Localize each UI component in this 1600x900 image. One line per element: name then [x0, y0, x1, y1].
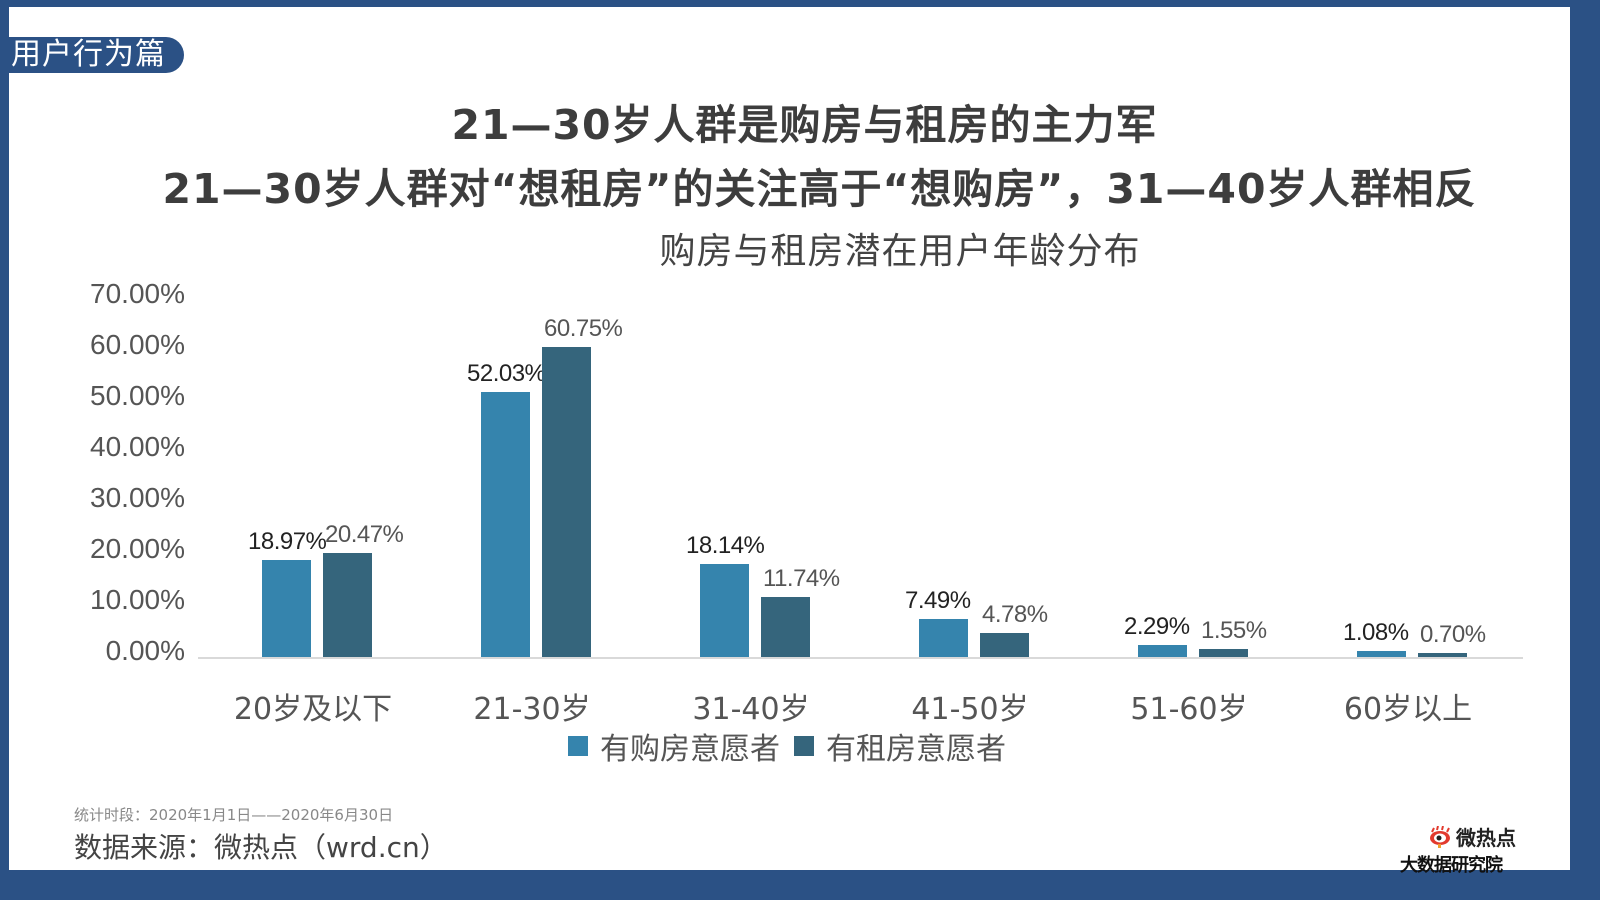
data-label: 2.29% — [1124, 613, 1190, 641]
legend-label-buy: 有购房意愿者 — [600, 732, 780, 767]
x-axis-line — [198, 657, 1523, 659]
x-label: 31-40岁 — [692, 692, 810, 727]
y-tick: 30.00% — [90, 482, 185, 513]
data-label: 1.55% — [1201, 617, 1267, 645]
bar-buy-4 — [1138, 645, 1187, 657]
bar-buy-5 — [1357, 651, 1406, 657]
data-label: 18.14% — [686, 532, 765, 560]
data-label: 18.97% — [248, 528, 327, 556]
chart-legend: 有购房意愿者 有租房意愿者 — [568, 724, 1020, 768]
data-label: 60.75% — [544, 315, 623, 343]
y-tick: 0.00% — [105, 635, 185, 666]
y-tick: 40.00% — [90, 431, 185, 462]
data-label: 11.74% — [763, 565, 840, 593]
legend-swatch-buy-icon — [568, 736, 588, 756]
y-tick: 60.00% — [90, 329, 185, 360]
data-label: 1.08% — [1343, 619, 1409, 647]
slide-frame: 用户行为篇 21—30岁人群是购房与租房的主力军 21—30岁人群对“想租房”的… — [9, 7, 1570, 870]
y-tick: 20.00% — [90, 533, 185, 564]
bar-buy-1 — [481, 391, 530, 657]
bar-buy-0 — [262, 560, 311, 657]
data-source: 数据来源：微热点（wrd.cn） — [74, 831, 448, 864]
x-label: 60岁以上 — [1343, 692, 1473, 727]
stat-period: 统计时段：2020年1月1日——2020年6月30日 — [74, 806, 394, 824]
bar-rent-4 — [1199, 649, 1248, 657]
data-label: 52.03% — [467, 359, 546, 387]
legend-swatch-rent-icon — [794, 736, 814, 756]
bar-rent-2 — [761, 597, 810, 657]
legend-item-rent: 有租房意愿者 — [794, 724, 1006, 768]
data-label: 20.47% — [325, 520, 404, 548]
data-label: 0.70% — [1420, 621, 1486, 649]
chart-title: 购房与租房潜在用户年龄分布 — [659, 231, 1141, 272]
brand-logo: 微热点 大数据研究院 — [1400, 822, 1560, 877]
y-tick: 70.00% — [90, 278, 185, 309]
legend-item-buy: 有购房意愿者 — [568, 724, 780, 768]
x-label: 20岁及以下 — [233, 692, 393, 727]
bar-buy-2 — [700, 564, 749, 657]
data-label: 7.49% — [905, 586, 971, 614]
headline-sub: 21—30岁人群对“想租房”的关注高于“想购房”，31—40岁人群相反 — [162, 165, 1477, 213]
headline-main: 21—30岁人群是购房与租房的主力军 — [451, 101, 1158, 149]
bar-rent-3 — [980, 632, 1029, 657]
data-label: 4.78% — [982, 600, 1048, 628]
weibo-eye-icon — [1430, 825, 1450, 848]
legend-label-rent: 有租房意愿者 — [826, 732, 1006, 767]
bar-buy-3 — [919, 618, 968, 657]
section-tag: 用户行为篇 — [9, 37, 184, 73]
bar-rent-5 — [1418, 653, 1467, 657]
brand-sub: 大数据研究院 — [1400, 855, 1503, 876]
x-label: 51-60岁 — [1130, 692, 1248, 727]
y-tick: 50.00% — [90, 380, 185, 411]
bar-rent-1 — [542, 347, 591, 657]
x-label: 41-50岁 — [911, 692, 1029, 727]
brand-name: 微热点 — [1456, 826, 1516, 850]
bar-rent-0 — [323, 552, 372, 657]
y-tick: 10.00% — [90, 584, 185, 615]
x-label: 21-30岁 — [473, 692, 591, 727]
